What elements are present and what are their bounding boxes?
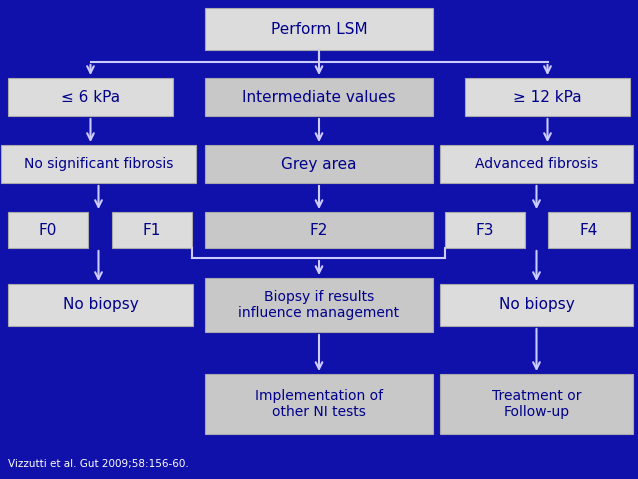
- Text: No biopsy: No biopsy: [499, 297, 574, 312]
- Text: F3: F3: [476, 223, 494, 238]
- FancyBboxPatch shape: [8, 78, 173, 116]
- FancyBboxPatch shape: [8, 212, 88, 248]
- Text: Vizzutti et al. Gut 2009;58:156-60.: Vizzutti et al. Gut 2009;58:156-60.: [8, 459, 189, 469]
- Text: F2: F2: [310, 223, 328, 238]
- FancyBboxPatch shape: [445, 212, 525, 248]
- Text: F4: F4: [580, 223, 598, 238]
- Text: Implementation of
other NI tests: Implementation of other NI tests: [255, 389, 383, 419]
- FancyBboxPatch shape: [205, 8, 433, 50]
- Text: No significant fibrosis: No significant fibrosis: [24, 157, 173, 171]
- Text: Perform LSM: Perform LSM: [271, 22, 367, 36]
- Text: F1: F1: [143, 223, 161, 238]
- Text: ≤ 6 kPa: ≤ 6 kPa: [61, 90, 120, 104]
- FancyBboxPatch shape: [205, 145, 433, 183]
- FancyBboxPatch shape: [205, 212, 433, 248]
- FancyBboxPatch shape: [440, 374, 633, 434]
- Text: Treatment or
Follow-up: Treatment or Follow-up: [492, 389, 581, 419]
- Text: Intermediate values: Intermediate values: [242, 90, 396, 104]
- FancyBboxPatch shape: [1, 145, 196, 183]
- FancyBboxPatch shape: [465, 78, 630, 116]
- FancyBboxPatch shape: [205, 278, 433, 332]
- Text: Grey area: Grey area: [281, 157, 357, 171]
- FancyBboxPatch shape: [440, 284, 633, 326]
- FancyBboxPatch shape: [548, 212, 630, 248]
- Text: F0: F0: [39, 223, 57, 238]
- FancyBboxPatch shape: [8, 284, 193, 326]
- Text: Advanced fibrosis: Advanced fibrosis: [475, 157, 598, 171]
- Text: No biopsy: No biopsy: [63, 297, 138, 312]
- FancyBboxPatch shape: [205, 78, 433, 116]
- FancyBboxPatch shape: [205, 374, 433, 434]
- Text: Biopsy if results
influence management: Biopsy if results influence management: [239, 290, 399, 320]
- FancyBboxPatch shape: [440, 145, 633, 183]
- Text: ≥ 12 kPa: ≥ 12 kPa: [513, 90, 582, 104]
- FancyBboxPatch shape: [112, 212, 192, 248]
